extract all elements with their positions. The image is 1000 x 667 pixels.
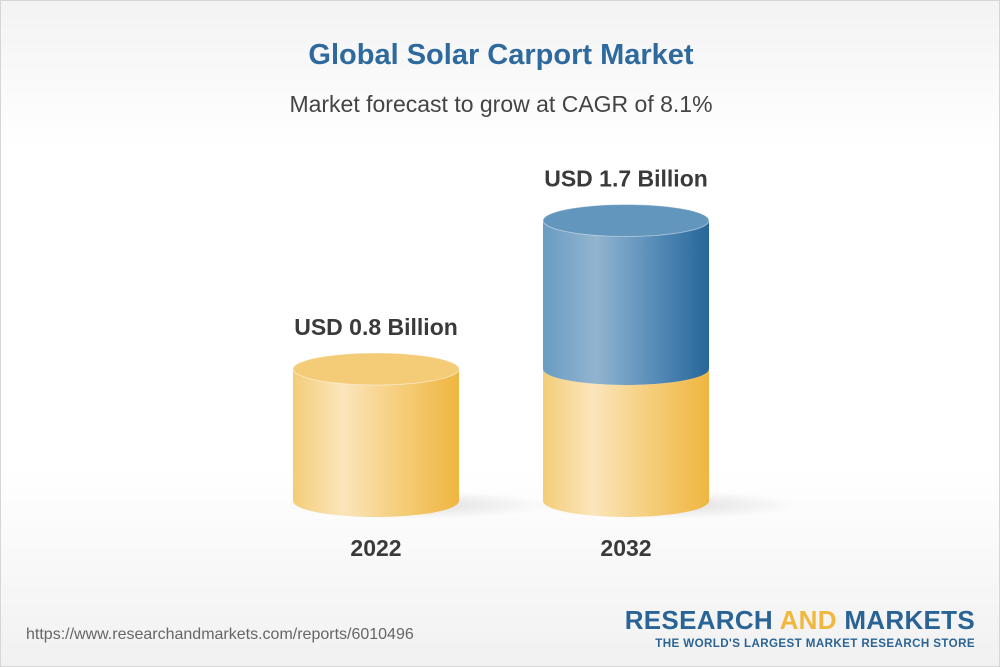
logo-word-research: RESEARCH xyxy=(624,605,774,635)
logo-word-and: AND xyxy=(779,605,837,635)
data-label: USD 1.7 Billion xyxy=(544,166,708,192)
cylinder-2032-base-segment xyxy=(543,369,709,517)
research-and-markets-logo: RESEARCH AND MARKETS THE WORLD'S LARGEST… xyxy=(625,606,975,650)
cylinder-2032-growth-segment-top xyxy=(542,204,710,237)
chart-subtitle: Market forecast to grow at CAGR of 8.1% xyxy=(289,91,713,117)
logo-word-markets: MARKETS xyxy=(844,605,975,635)
chart-title: Global Solar Carport Market xyxy=(308,39,694,71)
cylinder-2022 xyxy=(293,369,459,517)
logo-tagline: THE WORLD'S LARGEST MARKET RESEARCH STOR… xyxy=(655,637,975,650)
cylinder-2022-top xyxy=(292,352,460,386)
cylinder-chart: USD 0.8 Billion 2022 USD 1.7 Billion 2032 xyxy=(283,166,799,561)
category-label: 2022 xyxy=(350,535,401,561)
data-label: USD 0.8 Billion xyxy=(294,314,458,340)
category-label: 2032 xyxy=(600,535,651,561)
cylinder-2032-growth-segment xyxy=(543,220,709,385)
report-url[interactable]: https://www.researchandmarkets.com/repor… xyxy=(26,626,414,643)
